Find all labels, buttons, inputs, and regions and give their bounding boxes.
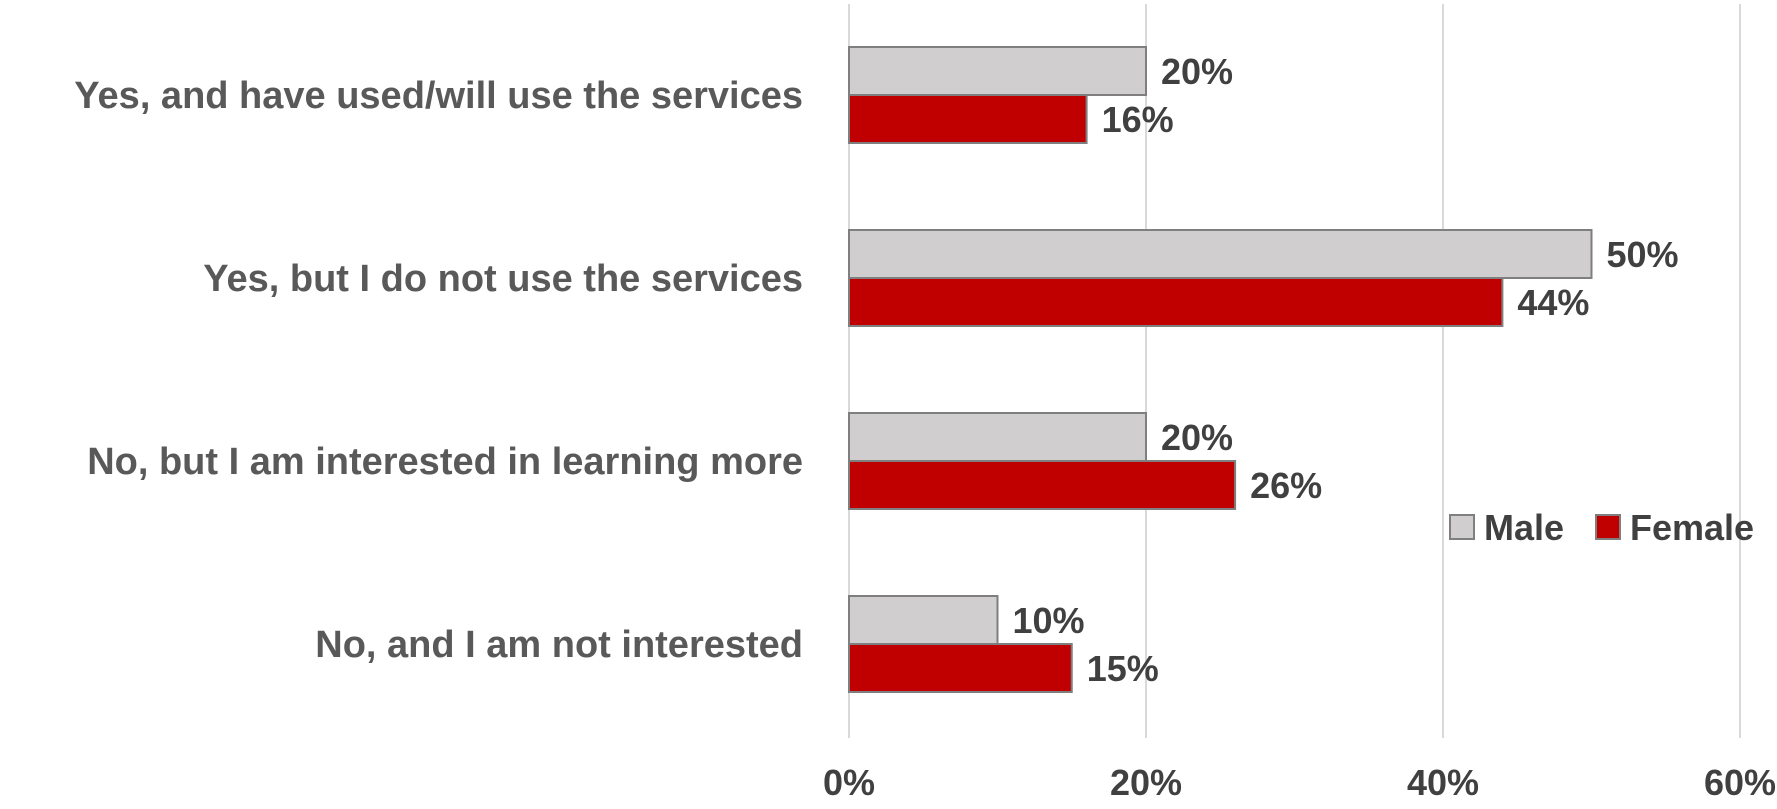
data-label: 20% xyxy=(1161,417,1233,458)
bar-female xyxy=(848,643,1073,693)
x-tick-label: 40% xyxy=(1407,762,1479,803)
data-label: 26% xyxy=(1250,465,1322,506)
bars xyxy=(848,46,1593,693)
bar-male xyxy=(848,46,1147,96)
category-label: Yes, but I do not use the services xyxy=(203,258,803,300)
legend-label-female: Female xyxy=(1630,507,1754,548)
data-label: 20% xyxy=(1161,51,1233,92)
legend-label-male: Male xyxy=(1484,507,1564,548)
data-label: 16% xyxy=(1102,99,1174,140)
category-labels: Yes, and have used/will use the services… xyxy=(74,75,803,666)
bar-female xyxy=(848,94,1088,144)
x-axis-ticks: 0% 20% 40% 60% xyxy=(823,762,1776,803)
x-tick-label: 20% xyxy=(1110,762,1182,803)
legend-swatch-female xyxy=(1595,514,1621,540)
category-label: Yes, and have used/will use the services xyxy=(74,75,803,117)
bar-male xyxy=(848,595,999,645)
legend: Male Female xyxy=(1449,507,1754,548)
x-tick-label: 0% xyxy=(823,762,875,803)
data-label: 44% xyxy=(1517,282,1589,323)
category-label: No, but I am interested in learning more xyxy=(87,441,803,483)
category-label: No, and I am not interested xyxy=(315,624,803,666)
data-label: 15% xyxy=(1087,648,1159,689)
bar-male xyxy=(848,229,1593,279)
bar-female xyxy=(848,277,1504,327)
bar-female xyxy=(848,460,1237,510)
legend-swatch-male xyxy=(1449,514,1475,540)
x-tick-label: 60% xyxy=(1704,762,1776,803)
bar-male xyxy=(848,412,1147,462)
data-labels: 20% 16% 50% 44% 20% 26% 10%15% xyxy=(1013,51,1679,689)
data-label: 10% xyxy=(1013,600,1085,641)
data-label: 50% xyxy=(1607,234,1679,275)
